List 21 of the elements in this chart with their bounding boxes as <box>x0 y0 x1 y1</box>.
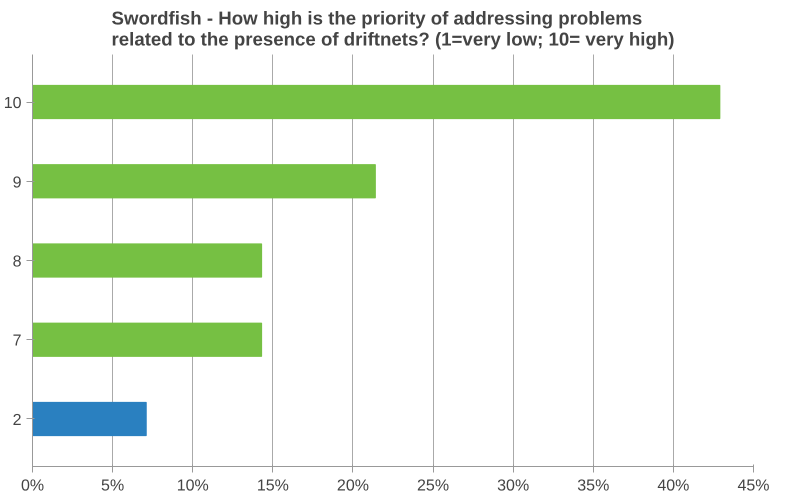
x-tick-label: 35% <box>577 478 610 494</box>
x-tick-label: 45% <box>737 478 770 494</box>
y-tick-label: 10 <box>4 95 22 112</box>
x-tick-label: 30% <box>497 478 530 494</box>
x-tick-label: 10% <box>176 478 209 494</box>
x-tick-label: 20% <box>336 478 369 494</box>
chart-title: Swordfish - How high is the priority of addressing problems related to the presence of driftnets? (1=very low; 10= very high) <box>112 8 674 50</box>
bar <box>32 243 262 278</box>
y-tick-label: 7 <box>12 332 22 350</box>
x-tick-label: 40% <box>657 478 690 494</box>
x-tick-label: 0% <box>20 478 44 494</box>
x-tick-label: 25% <box>417 478 450 494</box>
bar <box>32 164 376 198</box>
x-tick-label: 15% <box>256 478 289 494</box>
y-tick-label: 8 <box>12 254 22 270</box>
y-tick-label: 2 <box>12 412 22 429</box>
bar <box>32 84 720 120</box>
bar <box>32 322 262 357</box>
bar <box>32 402 147 436</box>
y-tick-label: 9 <box>12 174 22 192</box>
x-tick-label: 5% <box>101 478 124 494</box>
